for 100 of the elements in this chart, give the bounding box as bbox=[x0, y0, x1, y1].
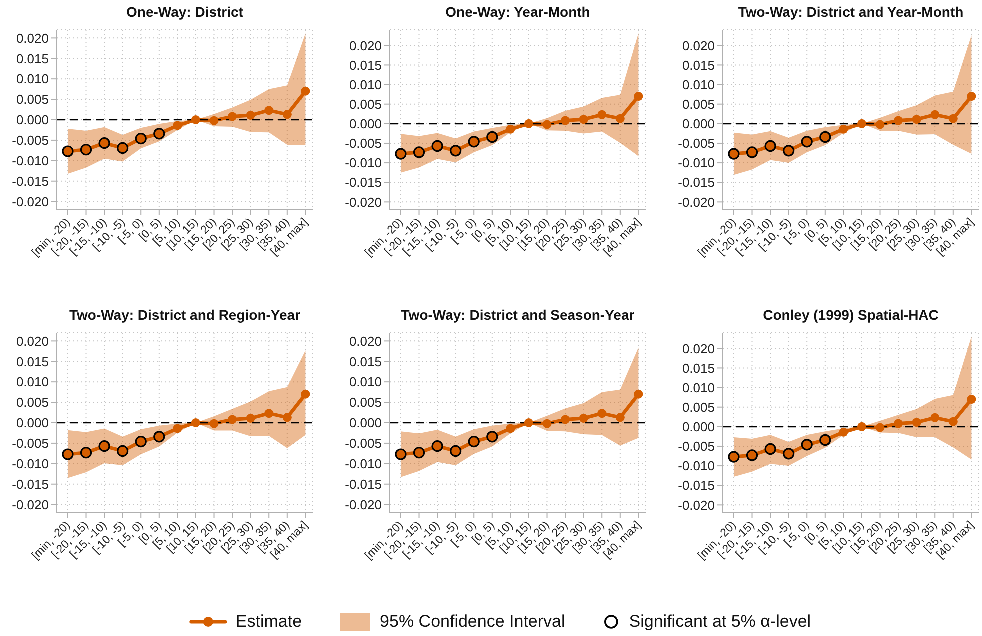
point bbox=[524, 119, 534, 128]
point bbox=[579, 414, 588, 423]
point bbox=[857, 422, 866, 432]
legend-label: Estimate bbox=[236, 612, 302, 632]
point bbox=[634, 390, 644, 399]
point bbox=[948, 114, 958, 124]
y-tick-label: -0.010 bbox=[12, 154, 49, 169]
y-tick-label: -0.015 bbox=[678, 175, 715, 190]
point bbox=[561, 415, 570, 424]
point bbox=[561, 116, 570, 126]
y-tick-label: -0.020 bbox=[345, 497, 382, 512]
legend-label: Significant at 5% α-level bbox=[629, 612, 812, 632]
point bbox=[876, 120, 885, 130]
y-tick-label: -0.010 bbox=[678, 156, 715, 171]
chart-title: Two-Way: District and Season-Year bbox=[401, 306, 635, 325]
point bbox=[894, 116, 904, 126]
chart-title: One-Way: Year-Month bbox=[446, 3, 590, 22]
point bbox=[228, 415, 238, 424]
point bbox=[912, 418, 922, 428]
y-tick-label: -0.010 bbox=[345, 156, 382, 171]
y-tick-label: 0.020 bbox=[682, 341, 715, 356]
y-tick-label: 0.020 bbox=[349, 334, 382, 349]
y-tick-label: 0.010 bbox=[16, 72, 49, 87]
y-tick-label: 0.010 bbox=[349, 77, 382, 92]
point bbox=[634, 92, 644, 102]
y-tick-label: 0.020 bbox=[682, 38, 715, 54]
point bbox=[210, 116, 219, 126]
y-tick-label: 0.000 bbox=[349, 416, 382, 431]
point bbox=[857, 119, 866, 128]
point bbox=[930, 413, 940, 422]
y-tick-label: 0.005 bbox=[682, 400, 715, 415]
y-tick-label: 0.015 bbox=[16, 354, 49, 370]
y-tick-label: -0.005 bbox=[345, 136, 382, 152]
y-tick-label: 0.015 bbox=[349, 58, 382, 73]
y-tick-label: -0.005 bbox=[12, 133, 49, 148]
point bbox=[876, 423, 885, 432]
y-tick-label: 0.020 bbox=[349, 38, 382, 54]
point bbox=[506, 424, 516, 434]
point bbox=[173, 424, 182, 434]
chart-title: One-Way: District bbox=[126, 3, 244, 22]
y-tick-label: 0.020 bbox=[16, 334, 49, 349]
chart-title: Conley (1999) Spatial-HAC bbox=[763, 306, 939, 325]
y-tick-label: 0.000 bbox=[682, 116, 715, 132]
y-tick-label: 0.015 bbox=[682, 360, 715, 376]
y-tick-label: 0.010 bbox=[349, 374, 382, 390]
y-tick-label: -0.020 bbox=[12, 497, 49, 512]
point bbox=[228, 112, 238, 122]
y-tick-label: -0.020 bbox=[678, 194, 715, 210]
point bbox=[264, 409, 274, 418]
y-tick-label: 0.000 bbox=[16, 112, 49, 128]
point bbox=[598, 110, 607, 120]
y-tick-label: 0.000 bbox=[682, 420, 715, 435]
point bbox=[524, 418, 534, 428]
y-tick-label: 0.005 bbox=[349, 395, 382, 410]
y-tick-label: -0.020 bbox=[12, 194, 49, 210]
y-tick-label: 0.010 bbox=[682, 380, 715, 396]
y-tick-label: 0.020 bbox=[16, 30, 49, 46]
point bbox=[282, 110, 292, 120]
y-tick-label: 0.015 bbox=[16, 51, 49, 66]
point bbox=[616, 413, 625, 422]
point bbox=[839, 124, 848, 134]
y-tick-label: -0.020 bbox=[345, 194, 382, 210]
y-tick-label: 0.010 bbox=[16, 374, 49, 390]
point bbox=[191, 418, 200, 428]
point bbox=[948, 417, 958, 426]
y-tick-label: -0.010 bbox=[12, 456, 49, 472]
point bbox=[246, 414, 256, 423]
point bbox=[967, 395, 976, 404]
y-tick-label: 0.010 bbox=[682, 77, 715, 92]
chart-title: Two-Way: District and Year-Month bbox=[738, 3, 964, 22]
y-tick-label: -0.015 bbox=[678, 478, 715, 494]
point bbox=[282, 413, 292, 422]
y-tick-label: -0.015 bbox=[12, 174, 49, 189]
point bbox=[542, 419, 552, 428]
y-tick-label: 0.015 bbox=[349, 354, 382, 370]
point bbox=[894, 419, 904, 428]
point bbox=[173, 121, 182, 130]
y-tick-label: 0.005 bbox=[349, 96, 382, 112]
point bbox=[191, 116, 200, 124]
y-tick-label: 0.015 bbox=[682, 58, 715, 73]
y-tick-label: -0.015 bbox=[345, 175, 382, 190]
y-tick-label: 0.000 bbox=[16, 416, 49, 431]
point bbox=[542, 120, 552, 130]
chart-title: Two-Way: District and Region-Year bbox=[69, 306, 301, 325]
point bbox=[264, 106, 274, 116]
y-tick-label: 0.005 bbox=[16, 92, 49, 108]
point bbox=[301, 390, 310, 399]
y-tick-label: 0.000 bbox=[349, 116, 382, 132]
y-tick-label: -0.005 bbox=[345, 436, 382, 452]
y-tick-label: -0.005 bbox=[678, 136, 715, 152]
y-tick-label: -0.015 bbox=[345, 476, 382, 492]
y-tick-label: 0.005 bbox=[16, 395, 49, 410]
y-tick-label: -0.005 bbox=[12, 436, 49, 452]
y-tick-label: -0.010 bbox=[345, 456, 382, 472]
y-tick-label: -0.020 bbox=[678, 498, 715, 513]
text: 95% Confidence Interval bbox=[380, 612, 566, 632]
point bbox=[912, 115, 922, 124]
point bbox=[579, 115, 588, 124]
point bbox=[210, 419, 219, 428]
y-tick-label: -0.005 bbox=[678, 439, 715, 454]
